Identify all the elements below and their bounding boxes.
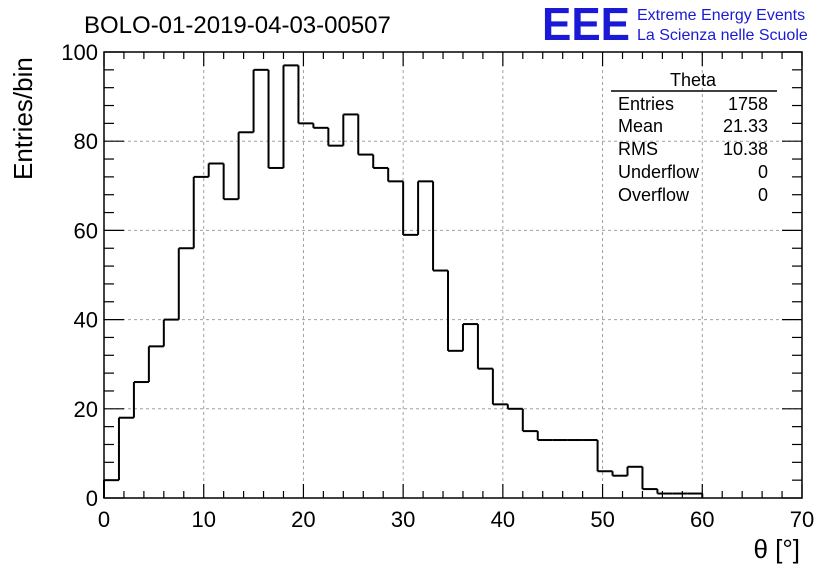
plot-frame [103,51,803,499]
stats-box: Theta Entries 1758 Mean 21.33 RMS 10.38 … [611,70,777,205]
stats-value-overflow: 0 [758,185,768,205]
y-tick-label: 60 [74,218,98,243]
stats-label-rms: RMS [618,139,658,159]
x-tick-label: 30 [391,507,415,532]
x-tick-label: 10 [191,507,215,532]
tick-labels: 0 10 20 30 40 50 60 70 0 20 40 60 80 100 [61,40,814,532]
stats-label-overflow: Overflow [618,185,690,205]
grid-lines [104,52,802,498]
logo-line-2: La Scienza nelle Scuole [637,27,808,44]
x-tick-label: 40 [491,507,515,532]
y-tick-label: 0 [86,486,98,511]
stats-value-entries: 1758 [728,94,768,114]
y-axis-label: Entries/bin [8,57,38,180]
y-tick-label: 80 [74,129,98,154]
x-tick-label: 0 [98,507,110,532]
stats-value-underflow: 0 [758,162,768,182]
axis-ticks [103,51,803,499]
y-tick-label: 20 [74,397,98,422]
logo-mark: EEE [542,0,630,50]
logo-line-1: Extreme Energy Events [637,7,805,24]
y-tick-label: 40 [74,308,98,333]
histogram-series [103,64,704,498]
stats-label-underflow: Underflow [618,162,700,182]
y-tick-label: 100 [61,40,98,65]
x-tick-label: 50 [590,507,614,532]
stats-value-mean: 21.33 [723,116,768,136]
x-tick-label: 70 [790,507,814,532]
stats-value-rms: 10.38 [723,139,768,159]
stats-title: Theta [670,70,717,90]
x-tick-label: 60 [690,507,714,532]
x-axis-label: θ [°] [753,534,800,564]
stats-label-mean: Mean [618,116,663,136]
eee-logo: EEE Extreme Energy Events La Scienza nel… [542,0,808,50]
stats-label-entries: Entries [618,94,674,114]
chart-title: BOLO-01-2019-04-03-00507 [84,12,391,39]
x-tick-label: 20 [291,507,315,532]
